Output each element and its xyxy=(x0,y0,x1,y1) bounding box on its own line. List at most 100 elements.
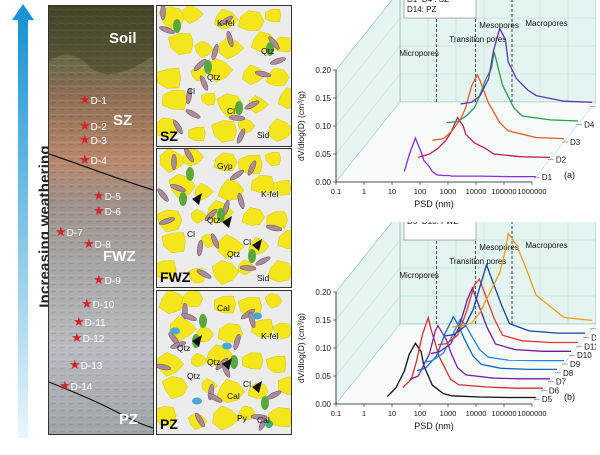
quartz-grain xyxy=(265,9,282,23)
pore-fracture xyxy=(192,193,202,205)
grid-line xyxy=(335,295,401,377)
series-label: D3 xyxy=(570,138,581,147)
legend-box xyxy=(403,222,477,241)
mineral-label: K-fel xyxy=(261,189,279,199)
chlorite-grain xyxy=(217,208,225,222)
y-tick-label: 0.05 xyxy=(315,150,331,159)
chlorite-grain xyxy=(173,19,181,33)
region-label: Transition pores xyxy=(449,35,506,44)
quartz-grain xyxy=(157,117,179,138)
pore-fracture xyxy=(192,335,202,347)
clay-flake xyxy=(181,313,197,321)
x-tick-label: 1000 xyxy=(440,187,457,196)
clay-flake xyxy=(186,87,192,105)
quartz-grain xyxy=(241,352,264,370)
series-line xyxy=(445,262,586,337)
star-icon: ★ xyxy=(73,314,85,329)
series-label: D12 xyxy=(591,334,596,343)
series-label: D7 xyxy=(556,378,567,387)
sample-marker: ★D-4 xyxy=(79,151,107,169)
sample-marker: ★D-12 xyxy=(71,329,104,347)
quartz-grain xyxy=(157,67,181,89)
region-label: Transition pores xyxy=(449,257,506,266)
series-label: D5 xyxy=(542,395,553,404)
chlorite-grain xyxy=(230,355,238,369)
quartz-grain xyxy=(268,118,291,142)
sketch-pz: Cal K-fel Qtz Qtz Cal Cal Cl Qtz Py PZ xyxy=(156,290,292,435)
mineral-label: Cal xyxy=(257,415,270,425)
psd-chart-b: Micropores Transition pores Mesopores Macro… xyxy=(296,222,596,431)
x-tick-label: 0.1 xyxy=(331,187,341,196)
region-label: Macropores xyxy=(525,241,567,250)
clay-flake xyxy=(195,412,205,428)
clay-flake xyxy=(228,115,246,121)
chlorite-grain xyxy=(204,60,212,74)
mineral-label: Cl xyxy=(243,237,251,247)
clay-flake xyxy=(226,30,234,48)
mineral-label: Cl xyxy=(227,106,235,116)
y-axis-title: dV/dlog(D) (cm³/g) xyxy=(296,91,306,161)
quartz-grain xyxy=(200,92,216,106)
x-tick-label: 10 xyxy=(388,187,396,196)
series-label: D11 xyxy=(584,342,596,351)
legend-text: D1~D4 : SZ xyxy=(407,0,449,4)
mineral-label: Sid xyxy=(257,130,270,140)
star-icon: ★ xyxy=(79,152,91,167)
zone-soil-label: Soil xyxy=(109,30,137,47)
clay-flake xyxy=(265,224,283,232)
clay-flake xyxy=(157,363,172,371)
mineral-label: Qtz xyxy=(207,72,220,82)
clay-flake xyxy=(170,184,186,192)
star-icon: ★ xyxy=(55,224,67,239)
clay-flake xyxy=(185,109,201,119)
sketch-fwz: Gyp K-fel Qtz Cl Qtz Sid Cl FWZ xyxy=(156,148,292,288)
quartz-grain xyxy=(250,175,276,194)
clay-flake xyxy=(270,57,286,65)
quartz-grain xyxy=(216,379,245,403)
clay-flake xyxy=(160,6,166,21)
sample-marker: ★D-11 xyxy=(73,313,106,331)
sample-marker: ★D-7 xyxy=(55,223,83,241)
grid-line xyxy=(335,73,401,155)
pyrite-grain xyxy=(265,420,273,428)
star-icon: ★ xyxy=(59,378,71,393)
x-tick-label: 1000 xyxy=(440,409,457,418)
y-tick-label: 0.20 xyxy=(315,66,331,75)
quartz-grain xyxy=(250,318,273,338)
panel-label: (a) xyxy=(564,170,575,180)
quartz-grain xyxy=(190,209,208,224)
sketch-pz-zone: PZ xyxy=(160,416,178,432)
clay-flake xyxy=(237,192,245,210)
chlorite-grain xyxy=(179,192,187,206)
clay-flake xyxy=(211,44,219,60)
mineral-label: Qtz xyxy=(177,343,190,353)
calcite-grain xyxy=(252,312,262,320)
series-label: D2 xyxy=(556,156,567,165)
chlorite-grain xyxy=(199,314,207,328)
zone-pz-label: PZ xyxy=(119,411,139,428)
clay-flake xyxy=(159,217,175,225)
clay-flake xyxy=(207,393,223,403)
mineral-label: Qtz xyxy=(207,357,220,367)
grid-line xyxy=(335,45,401,127)
legend-text: D5~D13: FWZ xyxy=(407,222,458,226)
sample-label: D-9 xyxy=(104,276,121,287)
chlorite-grain xyxy=(266,42,274,56)
chlorite-grain xyxy=(261,396,269,410)
quartz-grain xyxy=(213,152,238,171)
sample-marker: ★D-8 xyxy=(83,235,111,253)
sample-marker: ★D-3 xyxy=(79,131,107,149)
sample-marker: ★D-1 xyxy=(79,91,107,109)
grid-line xyxy=(335,239,401,321)
quartz-grain xyxy=(242,64,266,85)
series-label: D8 xyxy=(563,369,574,378)
star-icon: ★ xyxy=(93,203,105,218)
x-tick-label: 0.1 xyxy=(331,409,341,418)
legend-box xyxy=(403,0,477,19)
grid-line xyxy=(335,0,393,71)
clay-flake xyxy=(239,265,257,271)
clay-flake xyxy=(244,100,260,110)
quartz-grain xyxy=(266,355,287,374)
x-axis-title: PSD (nm) xyxy=(414,421,454,431)
quartz-grain xyxy=(237,10,265,31)
